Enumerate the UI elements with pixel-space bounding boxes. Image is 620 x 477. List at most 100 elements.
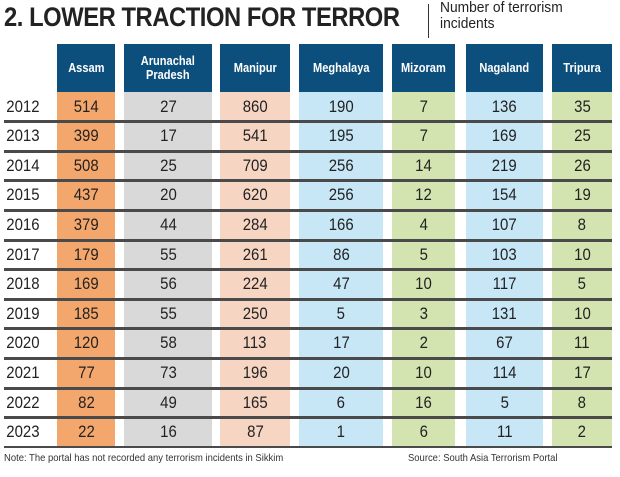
table-cell: 67	[466, 329, 543, 358]
cell-value: 11	[496, 422, 513, 442]
table-cell: 5	[466, 388, 543, 417]
row-divider	[4, 208, 612, 212]
cell-value: 185	[73, 303, 99, 323]
cell-value: 3	[419, 303, 428, 323]
cell-value: 709	[242, 155, 268, 175]
column-background	[220, 44, 290, 447]
cell-value: 5	[577, 274, 587, 294]
table-cell: 7	[392, 122, 455, 151]
cell-value: 16	[159, 422, 177, 442]
year-label: 2021	[0, 358, 59, 387]
year-label: 2013	[0, 122, 59, 151]
table-cell: 44	[124, 210, 212, 239]
column-header-label: Mizoram	[401, 60, 446, 75]
row-divider	[4, 386, 612, 390]
table-cell: 5	[299, 299, 383, 328]
cell-value: 1	[336, 422, 346, 442]
table-cell: 195	[299, 122, 383, 151]
table-cell: 120	[57, 329, 115, 358]
year-text: 2014	[6, 155, 40, 175]
cell-value: 67	[496, 333, 513, 353]
column-header-label: Tripura	[563, 60, 601, 75]
row-divider	[4, 149, 612, 153]
table-cell: 1	[299, 418, 383, 447]
cell-value: 437	[73, 185, 99, 205]
row-divider	[4, 297, 612, 301]
table-cell: 27	[124, 92, 212, 121]
cell-value: 190	[328, 96, 354, 116]
cell-value: 179	[73, 244, 99, 264]
table-cell: 107	[466, 210, 543, 239]
cell-value: 86	[332, 244, 350, 264]
cell-value: 169	[492, 126, 517, 146]
table-cell: 11	[466, 418, 543, 447]
table-cell: 77	[57, 358, 115, 387]
year-label: 2018	[0, 270, 59, 299]
table-cell: 131	[466, 299, 543, 328]
column-background	[466, 44, 543, 447]
cell-value: 5	[500, 392, 509, 412]
table-cell: 25	[552, 122, 612, 151]
table-cell: 860	[220, 92, 290, 121]
cell-value: 2	[419, 333, 428, 353]
cell-value: 25	[573, 126, 591, 146]
title-divider	[428, 4, 429, 38]
table-cell: 261	[220, 240, 290, 269]
cell-value: 77	[77, 362, 95, 382]
year-text: 2012	[6, 96, 40, 116]
table-cell: 16	[124, 418, 212, 447]
year-label: 2017	[0, 240, 59, 269]
cell-value: 22	[77, 422, 95, 442]
table-cell: 58	[124, 329, 212, 358]
table-cell: 165	[220, 388, 290, 417]
chart-subtitle: Number of terrorism incidents	[440, 0, 563, 32]
table-cell: 10	[392, 358, 455, 387]
cell-value: 195	[328, 126, 354, 146]
table-cell: 19	[552, 181, 612, 210]
row-divider	[4, 268, 612, 272]
cell-value: 114	[492, 362, 517, 382]
column-background	[57, 44, 115, 447]
table-cell: 87	[220, 418, 290, 447]
table-cell: 4	[392, 210, 455, 239]
cell-value: 17	[332, 333, 350, 353]
cell-value: 256	[328, 155, 354, 175]
table-cell: 196	[220, 358, 290, 387]
table-cell: 5	[552, 270, 612, 299]
cell-value: 219	[492, 155, 517, 175]
cell-value: 5	[336, 303, 346, 323]
column-header-label: Nagaland	[479, 60, 530, 75]
table-cell: 113	[220, 329, 290, 358]
table-cell: 103	[466, 240, 543, 269]
year-label: 2014	[0, 151, 59, 180]
cell-value: 107	[492, 214, 517, 234]
table-cell: 12	[392, 181, 455, 210]
row-divider	[4, 416, 612, 420]
table-cell: 10	[552, 299, 612, 328]
cell-value: 256	[328, 185, 354, 205]
cell-value: 165	[242, 392, 268, 412]
cell-value: 508	[73, 155, 99, 175]
cell-value: 87	[246, 422, 264, 442]
table-cell: 14	[392, 151, 455, 180]
table-cell: 250	[220, 299, 290, 328]
cell-value: 19	[573, 185, 591, 205]
table-cell: 136	[466, 92, 543, 121]
table-cell: 256	[299, 151, 383, 180]
column-header-label: Arunachal Pradesh	[140, 53, 196, 82]
cell-value: 120	[73, 333, 99, 353]
table-cell: 16	[392, 388, 455, 417]
column-header: Tripura	[552, 44, 612, 92]
cell-value: 10	[415, 362, 432, 382]
year-label: 2023	[0, 418, 59, 447]
table-cell: 8	[552, 388, 612, 417]
table-cell: 2	[392, 329, 455, 358]
table-cell: 3	[392, 299, 455, 328]
table-cell: 56	[124, 270, 212, 299]
table-cell: 284	[220, 210, 290, 239]
year-label: 2019	[0, 299, 59, 328]
column-background	[392, 44, 455, 447]
cell-value: 10	[415, 274, 432, 294]
year-text: 2019	[6, 303, 40, 323]
cell-value: 27	[159, 96, 177, 116]
